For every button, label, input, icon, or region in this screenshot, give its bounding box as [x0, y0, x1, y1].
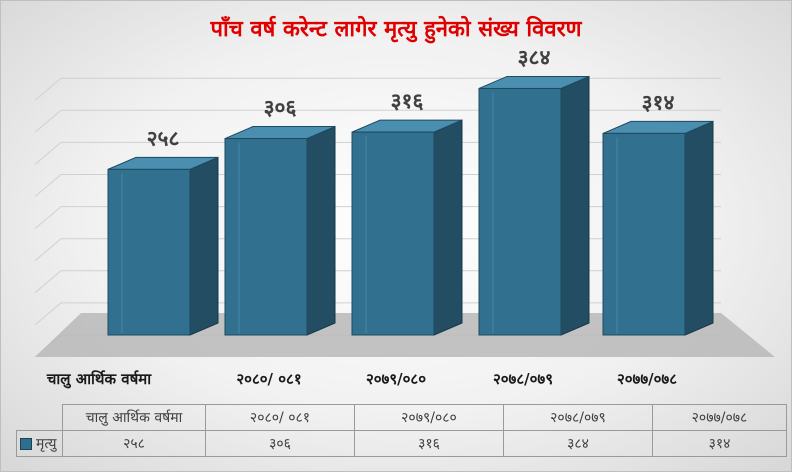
x-tick-label: २०८०/ ०८१ — [236, 370, 301, 388]
chart-title: पाँच वर्ष करेन्ट लागेर मृत्यु हुनेको संख… — [210, 17, 582, 42]
legend-entry: मृत्यु — [16, 430, 63, 457]
x-tick-label: २०७७/०७८ — [617, 370, 677, 388]
table-value-cell: ३१४ — [652, 430, 787, 457]
x-tick-label: चालु आर्थिक वर्षमा — [46, 370, 152, 389]
bar-side-face — [433, 119, 463, 336]
bar-front-face — [224, 138, 308, 336]
data-label: ३८४ — [518, 45, 551, 69]
bar — [478, 75, 590, 336]
bar — [602, 120, 714, 336]
table-header-row: चालु आर्थिक वर्षमा २०८०/ ०८१ २०७९/०८० २०… — [16, 404, 787, 431]
bar-side-face — [189, 156, 219, 336]
bar-side-face — [306, 125, 336, 336]
bar-side-face — [560, 75, 590, 336]
table-row: मृत्यु २५८ ३०६ ३१६ ३८४ ३१४ — [16, 430, 787, 457]
table-header-cell: चालु आर्थिक वर्षमा — [62, 404, 206, 431]
bar-front-face — [107, 168, 191, 336]
gridline — [34, 77, 721, 101]
table-header-cell: २०८०/ ०८१ — [205, 404, 355, 431]
table-header-cell: २०७७/०७८ — [652, 404, 787, 431]
data-table: चालु आर्थिक वर्षमा २०८०/ ०८१ २०७९/०८० २०… — [16, 404, 787, 457]
table-value-cell: ३८४ — [503, 430, 653, 457]
data-label: ३०६ — [264, 96, 297, 120]
x-tick-label: २०७८/०७९ — [493, 370, 553, 388]
data-label: ३१४ — [642, 90, 675, 114]
table-corner-cell — [16, 404, 63, 431]
bar — [224, 125, 336, 336]
bar-front-face — [478, 87, 562, 336]
table-value-cell: ३०६ — [205, 430, 355, 457]
data-label: २५८ — [147, 126, 180, 150]
table-value-cell: २५८ — [62, 430, 206, 457]
bar-front-face — [602, 132, 686, 336]
table-header-cell: २०७९/०८० — [354, 404, 504, 431]
bar — [351, 119, 463, 336]
bar — [107, 156, 219, 336]
bar-front-face — [351, 131, 435, 336]
x-tick-label: २०७९/०८० — [366, 370, 426, 388]
table-value-cell: ३१६ — [354, 430, 504, 457]
legend-series-name: मृत्यु — [36, 436, 57, 452]
bar-side-face — [684, 120, 714, 336]
table-header-cell: २०७८/०७९ — [503, 404, 653, 431]
legend-key-swatch — [20, 438, 32, 450]
data-label: ३१६ — [391, 89, 424, 113]
